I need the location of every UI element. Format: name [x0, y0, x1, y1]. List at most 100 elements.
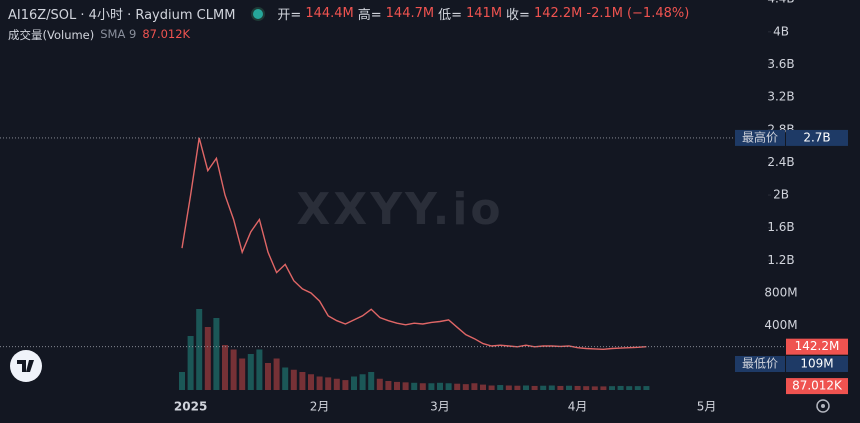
- y-tick-label: 400M: [764, 318, 797, 332]
- max_price-box: [786, 129, 848, 146]
- volume-bar: [548, 385, 555, 390]
- volume-bar: [471, 383, 478, 390]
- volume-bar: [282, 367, 289, 390]
- close-value: 142.2M: [533, 6, 583, 21]
- y-tick-label: 2B: [773, 188, 789, 202]
- volume-bar: [204, 327, 211, 390]
- volume-bar: [394, 381, 400, 390]
- volume-bar: [531, 385, 538, 390]
- volume-bar: [256, 349, 263, 390]
- volume-bar: [617, 385, 624, 390]
- volume-bar: [462, 384, 469, 390]
- volume-bar: [368, 372, 375, 390]
- volume-bar: [574, 385, 581, 390]
- volume-bar: [634, 386, 641, 390]
- change-percent: (−1.48%): [626, 6, 690, 21]
- y-tick-label: 1.6B: [767, 220, 794, 234]
- status-dot: [253, 8, 264, 19]
- volume-bar: [239, 358, 246, 390]
- volume-bar: [187, 336, 194, 390]
- volume-bar: [265, 363, 271, 390]
- volume-bar: [402, 382, 409, 390]
- close-label: 收=: [506, 8, 530, 23]
- watermark: XXYY.io: [296, 184, 503, 235]
- volume-bar: [428, 383, 435, 390]
- y-tick-label: 1.2B: [767, 253, 794, 267]
- volume-bar: [497, 385, 504, 390]
- volume-bar: [273, 358, 280, 390]
- x-tick-label: 3月: [430, 400, 450, 414]
- volume-bar: [591, 386, 598, 390]
- min-name-box: [735, 356, 785, 372]
- volume-bar: [454, 383, 461, 390]
- settings-icon[interactable]: [816, 399, 830, 413]
- volume-bar: [480, 384, 486, 390]
- volume-bar: [299, 372, 306, 390]
- volume-bar: [342, 380, 349, 390]
- volume-bar: [411, 382, 418, 390]
- x-tick-label: 4月: [568, 400, 588, 414]
- volume-bar: [626, 386, 633, 390]
- volume-bar: [445, 383, 452, 390]
- low-label: 低=: [438, 8, 462, 23]
- y-tick-label: 4.4B: [767, 0, 794, 6]
- volume-bar: [557, 385, 564, 390]
- volume-bar: [308, 374, 314, 390]
- min-label: 109M: [800, 357, 833, 371]
- tradingview-logo: [10, 350, 42, 382]
- max_price-label: 2.7B: [803, 130, 830, 144]
- volume-bar: [600, 386, 607, 390]
- volume-bar: [333, 378, 340, 390]
- last-volume-label: 87.012K: [792, 379, 843, 393]
- min-box: [786, 356, 848, 372]
- x-tick-label: 5月: [697, 400, 717, 414]
- volume-label: 成交量(Volume): [8, 28, 95, 42]
- volume-bar: [179, 372, 185, 390]
- volume-bar: [643, 386, 650, 390]
- volume-bar: [230, 349, 237, 390]
- volume-bar: [385, 381, 392, 390]
- volume-bar: [213, 318, 220, 390]
- volume-bar: [325, 377, 332, 390]
- last_price-label: 142.2M: [795, 339, 840, 353]
- volume-bar: [376, 378, 383, 390]
- last-volume-box: [786, 378, 848, 395]
- volume-bar: [247, 354, 254, 390]
- volume-bar: [419, 383, 426, 390]
- x-tick-label: 2月: [310, 400, 330, 414]
- legend-main: AI16Z/SOL · 4小时 · Raydium CLMM 开= 144.4M …: [8, 4, 689, 23]
- volume-bar: [290, 369, 297, 390]
- volume-bar: [316, 376, 323, 390]
- high-value: 144.7M: [385, 6, 435, 21]
- volume-bar: [523, 385, 529, 390]
- open-label: 开=: [277, 8, 302, 23]
- x-tick-label: 2025: [174, 400, 207, 414]
- y-tick-label: 4B: [773, 24, 789, 38]
- volume-bar: [566, 385, 572, 390]
- y-tick-label: 3.6B: [767, 57, 794, 71]
- price-line: [181, 137, 647, 351]
- y-tick-label: 2.4B: [767, 155, 794, 169]
- high-label: 高=: [357, 8, 382, 23]
- max_price-name: 最高价: [742, 129, 778, 144]
- volume-bar: [222, 345, 228, 390]
- y-tick-label: 800M: [764, 285, 797, 299]
- min-name: 最低价: [742, 357, 778, 371]
- volume-value: 87.012K: [142, 27, 191, 41]
- volume-bar: [196, 309, 203, 390]
- volume-bar: [488, 385, 495, 390]
- legend-volume: 成交量(Volume) SMA 9 87.012K: [8, 27, 190, 43]
- sma-label: SMA 9: [100, 27, 137, 41]
- last_price-box: [786, 338, 848, 355]
- low-value: 141M: [466, 6, 503, 21]
- symbol: AI16Z/SOL · 4小时 · Raydium CLMM: [8, 8, 236, 23]
- y-tick-label: 3.2B: [767, 90, 794, 104]
- change-value: -2.1M: [586, 6, 623, 21]
- volume-bar: [583, 386, 590, 390]
- volume-bar: [540, 385, 547, 390]
- max_price-name-box: [735, 129, 785, 146]
- volume-bar: [514, 385, 521, 390]
- volume-bar: [437, 382, 443, 390]
